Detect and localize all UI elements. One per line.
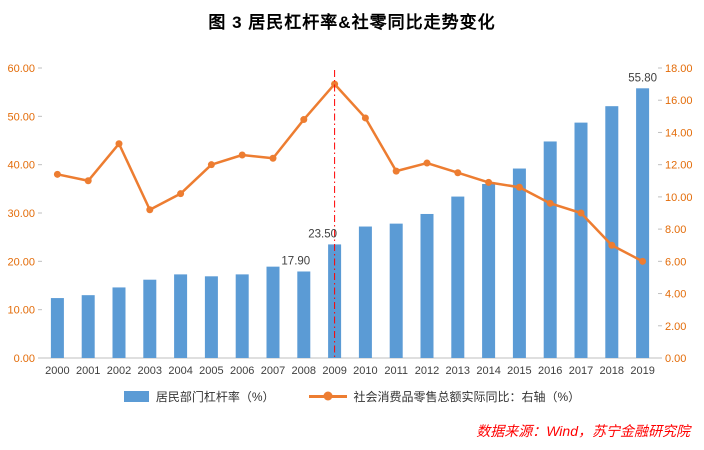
- svg-text:2010: 2010: [353, 365, 377, 377]
- legend-item-line: 社会消费品零售总额实际同比：右轴（%）: [308, 388, 581, 405]
- svg-text:8.00: 8.00: [665, 224, 686, 236]
- svg-text:16.00: 16.00: [665, 95, 693, 107]
- svg-text:2016: 2016: [538, 365, 562, 377]
- svg-text:2002: 2002: [107, 365, 131, 377]
- bar-series-label: 居民部门杠杆率（%）: [155, 389, 275, 404]
- svg-text:2000: 2000: [45, 365, 69, 377]
- svg-text:2.00: 2.00: [665, 321, 686, 333]
- svg-text:0.00: 0.00: [14, 353, 35, 365]
- chart-canvas: 0.00 10.00 20.00 30.00 40.00 50.00 60.00 0.00 2.…: [7, 63, 693, 377]
- svg-text:30.00: 30.00: [7, 208, 35, 220]
- svg-text:18.00: 18.00: [665, 63, 693, 75]
- svg-text:6.00: 6.00: [665, 256, 686, 268]
- svg-text:2013: 2013: [446, 365, 470, 377]
- svg-text:2004: 2004: [168, 365, 192, 377]
- svg-text:0.00: 0.00: [665, 353, 686, 365]
- svg-text:2012: 2012: [415, 365, 439, 377]
- svg-text:2006: 2006: [230, 365, 254, 377]
- svg-text:20.00: 20.00: [7, 256, 35, 268]
- svg-text:23.50: 23.50: [308, 228, 337, 240]
- line-series-label: 社会消费品零售总额实际同比：右轴（%）: [353, 389, 581, 404]
- svg-text:55.80: 55.80: [628, 72, 657, 84]
- svg-text:2007: 2007: [261, 365, 285, 377]
- svg-text:2018: 2018: [600, 365, 624, 377]
- svg-text:50.00: 50.00: [7, 111, 35, 123]
- svg-text:2017: 2017: [569, 365, 593, 377]
- svg-text:17.90: 17.90: [281, 255, 310, 267]
- svg-text:2011: 2011: [384, 365, 408, 377]
- svg-text:10.00: 10.00: [665, 192, 693, 204]
- chart-title: 图 3 居民杠杆率&社零同比走势变化: [208, 13, 496, 32]
- line-series-swatch: [308, 391, 347, 401]
- bar-series-swatch: [123, 390, 149, 402]
- svg-text:2001: 2001: [76, 365, 100, 377]
- svg-text:60.00: 60.00: [7, 63, 35, 75]
- svg-text:2003: 2003: [138, 365, 162, 377]
- svg-text:2019: 2019: [630, 365, 654, 377]
- chart-legend: 居民部门杠杆率（%） 社会消费品零售总额实际同比：右轴（%）: [0, 385, 704, 407]
- data-source-note: 数据来源：Wind，苏宁金融研究院: [476, 423, 690, 439]
- svg-text:14.00: 14.00: [665, 127, 693, 139]
- svg-text:2005: 2005: [199, 365, 223, 377]
- svg-text:4.00: 4.00: [665, 289, 686, 301]
- legend-item-bar: 居民部门杠杆率（%）: [123, 388, 275, 405]
- svg-text:2009: 2009: [322, 365, 346, 377]
- svg-text:10.00: 10.00: [7, 305, 35, 317]
- svg-text:12.00: 12.00: [665, 160, 693, 172]
- svg-text:2014: 2014: [476, 365, 500, 377]
- svg-text:2015: 2015: [507, 365, 531, 377]
- line-marker-icon: [323, 391, 332, 401]
- svg-text:40.00: 40.00: [7, 160, 35, 172]
- svg-text:2008: 2008: [292, 365, 316, 377]
